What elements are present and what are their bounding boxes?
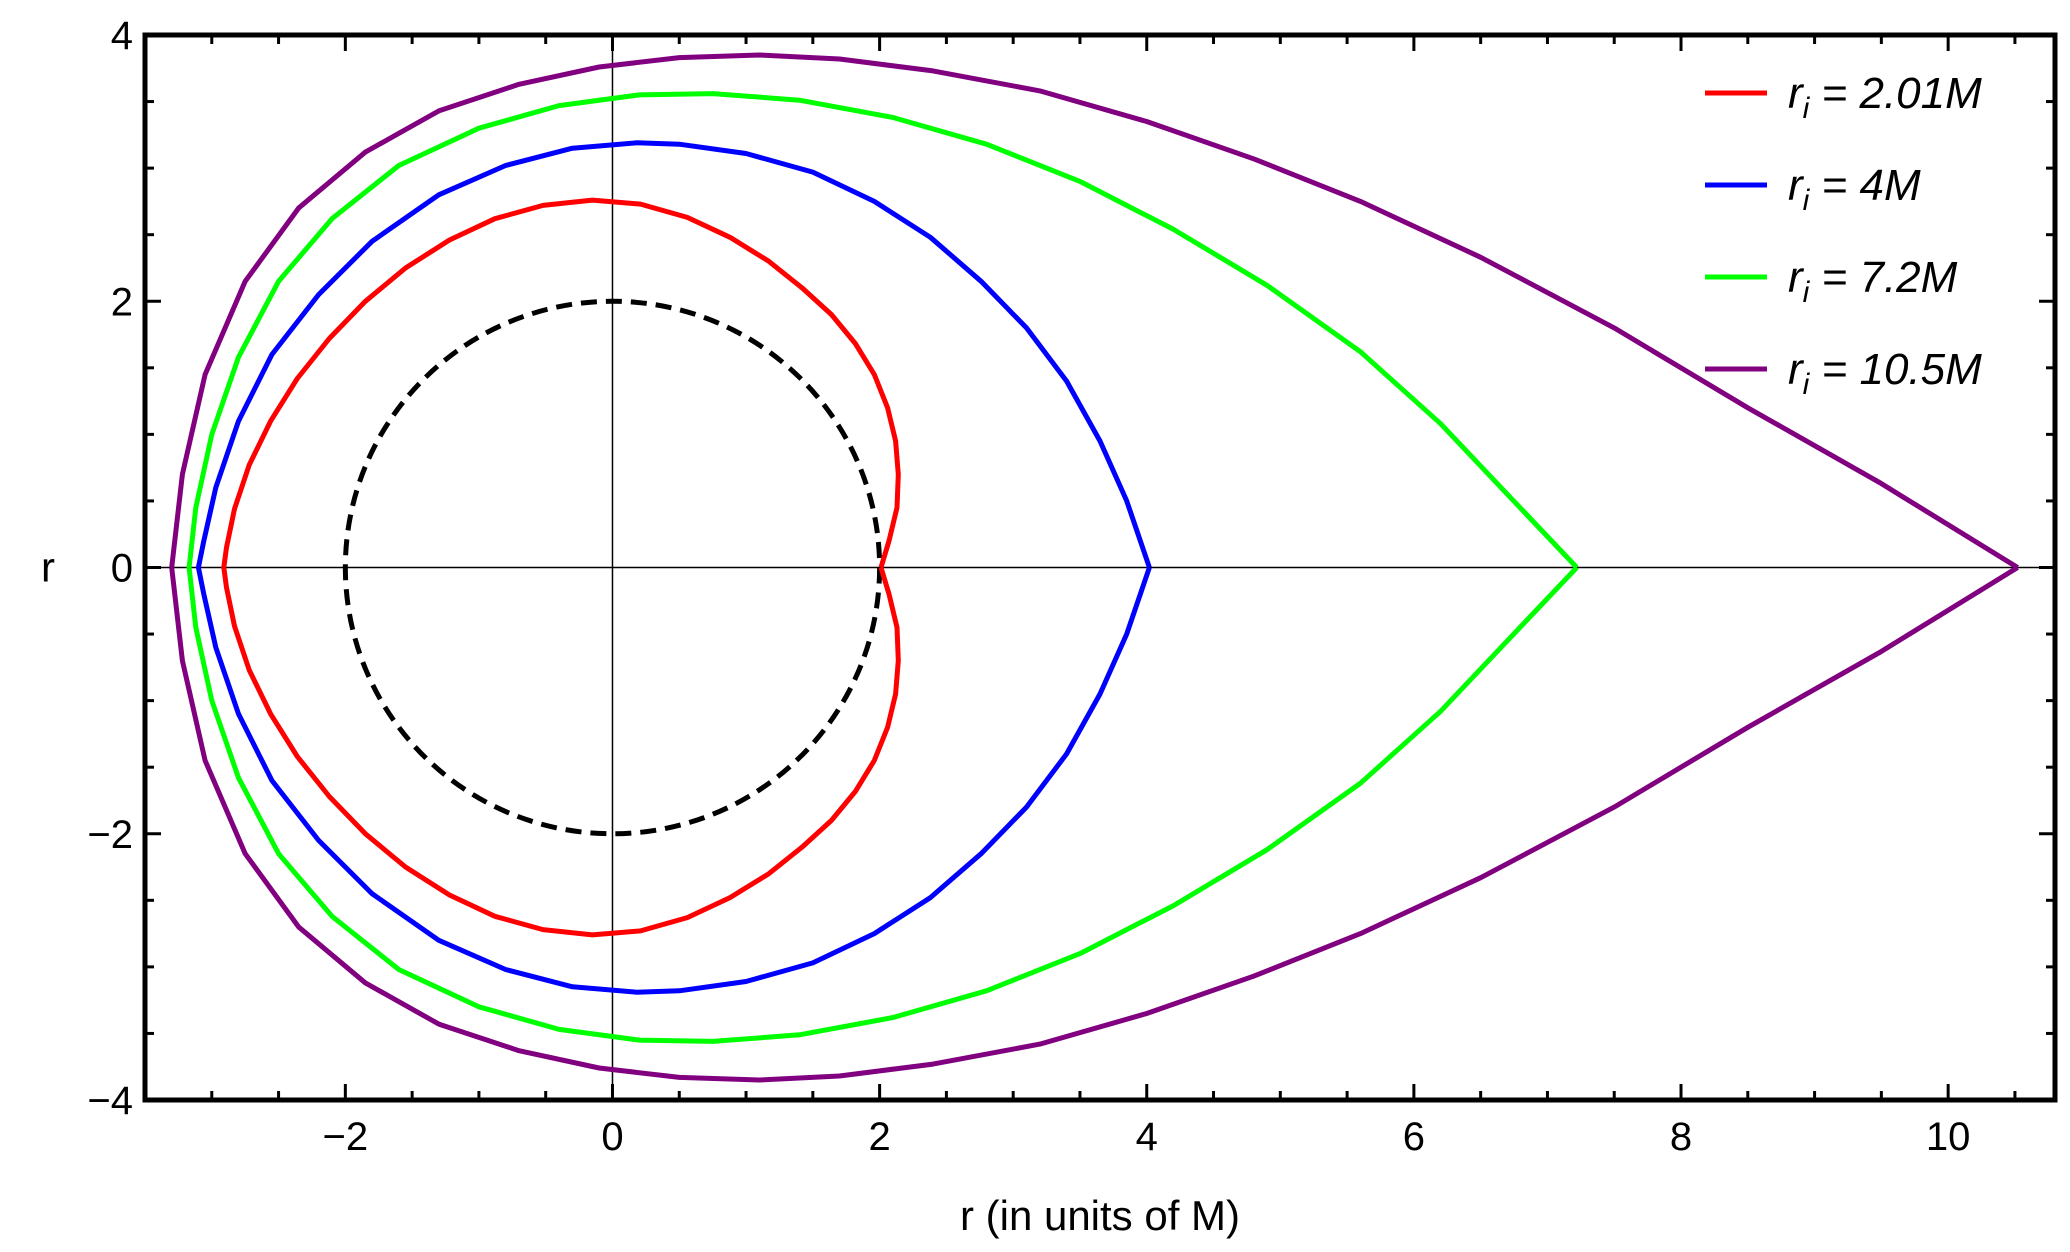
y-tick-label: 2 bbox=[111, 280, 133, 324]
y-axis-label: r bbox=[41, 544, 55, 591]
legend: ri = 2.01M ri = 4M ri = 7.2M ri = 10.5M bbox=[1705, 69, 1982, 401]
x-tick-label: 4 bbox=[1136, 1115, 1158, 1159]
x-tick-label: 0 bbox=[601, 1115, 623, 1159]
series-line-2 bbox=[195, 140, 1152, 995]
series-layer bbox=[169, 52, 2019, 1083]
series-line-1 bbox=[221, 197, 901, 938]
legend-entry-2: ri = 4M bbox=[1788, 161, 1921, 217]
horizon-circle bbox=[342, 298, 883, 837]
legend-entry-1: ri = 2.01M bbox=[1788, 69, 1982, 125]
x-tick-label: 8 bbox=[1670, 1115, 1692, 1159]
y-tick-label: −2 bbox=[87, 813, 133, 857]
series-line-3 bbox=[186, 91, 1579, 1044]
legend-entry-4: ri = 10.5M bbox=[1788, 345, 1982, 401]
x-tick-label: 6 bbox=[1403, 1115, 1425, 1159]
horizon-circle-layer bbox=[342, 298, 883, 837]
ticks-layer bbox=[143, 33, 2055, 1102]
x-tick-label: 2 bbox=[868, 1115, 890, 1159]
y-tick-label: 0 bbox=[111, 547, 133, 591]
legend-entry-3: ri = 7.2M bbox=[1788, 253, 1958, 309]
x-tick-label: 10 bbox=[1926, 1115, 1971, 1159]
origin-axes bbox=[145, 35, 2055, 1100]
y-tick-label: 4 bbox=[111, 14, 133, 58]
x-tick-label: −2 bbox=[323, 1115, 369, 1159]
y-tick-label: −4 bbox=[87, 1079, 133, 1123]
tick-labels: −2 0 2 4 6 8 10 −4 −2 0 2 4 bbox=[87, 14, 1970, 1159]
x-axis-label: r (in units of M) bbox=[960, 1192, 1240, 1239]
series-line-4 bbox=[169, 52, 2019, 1083]
